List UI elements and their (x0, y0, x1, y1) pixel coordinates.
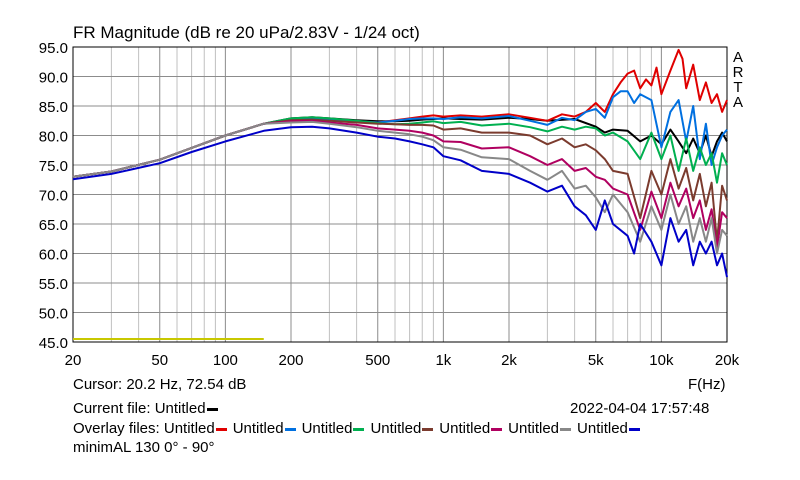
x-tick-label: 20 (65, 352, 82, 369)
y-tick-label: 45.0 (39, 335, 68, 352)
y-tick-label: 75.0 (39, 158, 68, 175)
overlay-file-swatch (422, 427, 434, 431)
overlay-file-name: Untitled (301, 420, 353, 437)
overlay-file-swatch (560, 427, 572, 431)
series-line-5 (72, 118, 728, 243)
watermark-letter: T (733, 79, 742, 96)
x-tick-label: 100 (213, 352, 238, 369)
series-line-1 (72, 116, 728, 178)
overlay-file-swatch (284, 427, 296, 431)
overlay-file-swatch (215, 427, 227, 431)
y-tick-label: 70.0 (39, 188, 68, 205)
series-line-4 (72, 116, 728, 184)
datetime: 2022-04-04 17:57:48 (570, 400, 710, 417)
current-file: Current file: Untitled (73, 400, 224, 418)
overlay-files: Overlay files: Untitled Untitled Untitled U… (73, 420, 646, 438)
overlay-file-item: Untitled (302, 420, 371, 437)
x-tick-label: 200 (278, 352, 303, 369)
grid (73, 47, 727, 342)
current-file-label: Current file: Untitled (73, 400, 206, 417)
series-group (72, 48, 728, 341)
overlay-file-item: Untitled (164, 420, 233, 437)
cursor-readout: Cursor: 20.2 Hz, 72.54 dB (73, 376, 247, 393)
overlay-file-name: Untitled (439, 420, 491, 437)
series-line-2 (72, 48, 728, 178)
series-line-8 (72, 125, 728, 278)
overlay-files-label: Overlay files: (73, 420, 164, 437)
overlay-file-name: Untitled (508, 420, 560, 437)
overlay-list: Untitled Untitled Untitled Untitled Untitled… (164, 420, 646, 437)
overlay-file-item: Untitled (233, 420, 302, 437)
y-tick-label: 95.0 (39, 40, 68, 57)
x-tick-label: 50 (151, 352, 168, 369)
x-tick-label: 2k (501, 352, 517, 369)
series-line-7 (72, 120, 728, 255)
overlay-file-name: Untitled (163, 420, 215, 437)
watermark-letter: R (733, 64, 744, 81)
overlay-file-swatch (628, 427, 640, 431)
measurement-note: minimAL 130 0° - 90° (73, 439, 215, 456)
x-axis-label: F(Hz) (688, 376, 726, 393)
watermark-letter: A (733, 49, 743, 66)
y-tick-label: 80.0 (39, 129, 68, 146)
overlay-file-name: Untitled (232, 420, 284, 437)
x-tick-label: 10k (649, 352, 674, 369)
y-tick-labels: 45.0 50.0 55.0 60.0 65.0 70.0 75.0 80.0 85.0 90.0… (39, 40, 68, 352)
overlay-file-swatch (353, 427, 365, 431)
y-tick-label: 50.0 (39, 306, 68, 323)
x-tick-label: 5k (588, 352, 604, 369)
x-tick-label: 20k (715, 352, 740, 369)
chart-title: FR Magnitude (dB re 20 uPa/2.83V - 1/24 … (73, 23, 420, 42)
overlay-file-item: Untitled (508, 420, 577, 437)
y-tick-label: 55.0 (39, 276, 68, 293)
x-tick-label: 500 (365, 352, 390, 369)
overlay-file-name: Untitled (370, 420, 422, 437)
y-tick-label: 85.0 (39, 99, 68, 116)
series-line-6 (72, 119, 728, 249)
current-file-swatch (206, 407, 218, 411)
y-tick-label: 90.0 (39, 70, 68, 87)
x-tick-label: 1k (435, 352, 451, 369)
plot-frame (72, 46, 728, 343)
y-tick-label: 60.0 (39, 247, 68, 264)
y-tick-label: 65.0 (39, 217, 68, 234)
overlay-file-swatch (491, 427, 503, 431)
watermark-letter: A (733, 94, 743, 111)
x-tick-labels: 20 50 100 200 500 1k 2k 5k 10k 20k (65, 352, 740, 369)
overlay-file-item: Untitled (577, 420, 646, 437)
overlay-file-name: Untitled (577, 420, 628, 437)
overlay-file-item: Untitled (370, 420, 439, 437)
overlay-file-item: Untitled (439, 420, 508, 437)
